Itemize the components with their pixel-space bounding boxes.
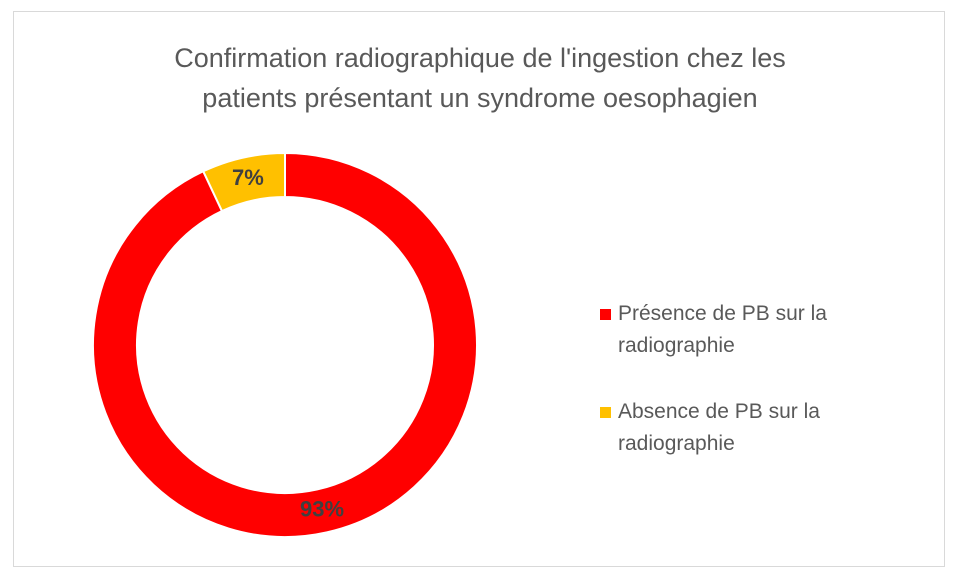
data-label: 7% (232, 165, 264, 190)
chart-frame (13, 11, 945, 567)
chart-title: Confirmation radiographique de l'ingesti… (174, 43, 786, 113)
legend-swatch (600, 407, 611, 418)
donut-slice (201, 151, 286, 213)
donut-slice (91, 151, 478, 538)
legend-label: Présence de PB sur la radiographie (618, 302, 827, 357)
data-label: 93% (300, 497, 344, 522)
legend-item: Absence de PB sur la radiographie (600, 396, 890, 460)
legend-label: Absence de PB sur la radiographie (618, 400, 820, 455)
legend-swatch (600, 309, 611, 320)
legend-item: Présence de PB sur la radiographie (600, 298, 890, 362)
